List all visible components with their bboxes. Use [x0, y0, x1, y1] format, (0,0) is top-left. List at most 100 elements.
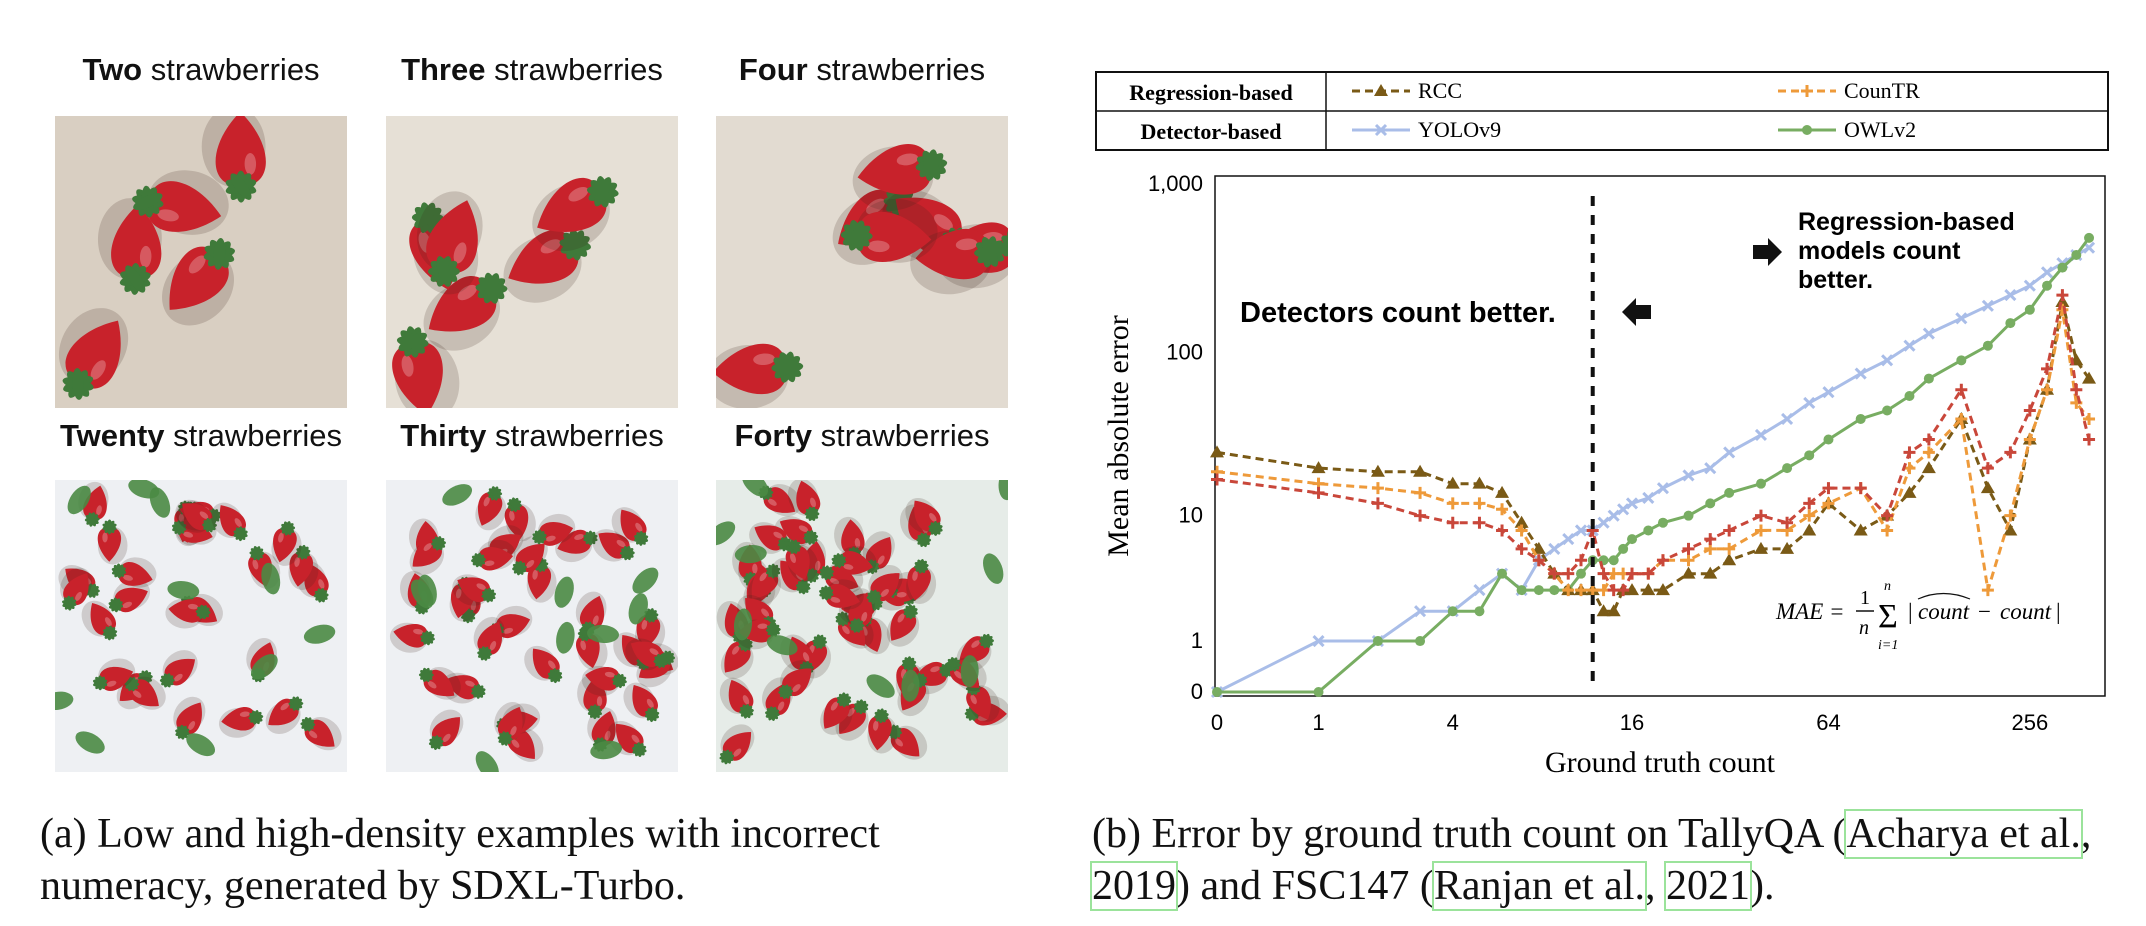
y-tick-label: 100 [1166, 340, 1203, 365]
svg-text:count: count [1918, 599, 1970, 624]
data-point [1586, 584, 1599, 597]
data-point [2057, 262, 2068, 273]
strawberry-image-4 [386, 480, 678, 772]
data-point [1904, 391, 1915, 402]
data-point [1921, 461, 1936, 474]
data-point [1642, 567, 1655, 580]
series-line [1216, 309, 2091, 592]
data-point [1682, 554, 1695, 567]
caption-text: ). [1749, 863, 1775, 909]
data-point [2041, 362, 2054, 375]
data-point [1754, 509, 1767, 522]
data-point [1881, 524, 1894, 537]
data-point [1618, 543, 1629, 554]
data-point [1606, 604, 1621, 617]
data-point [1922, 433, 1935, 446]
data-point [1371, 497, 1384, 510]
svg-text:n: n [1884, 579, 1891, 594]
legend-series-name: YOLOv9 [1418, 117, 1501, 142]
data-point [2004, 446, 2017, 459]
data-point [1473, 516, 1486, 529]
caption-text: (b) Error by ground truth count on Tally… [1092, 811, 1847, 857]
data-point [1562, 567, 1575, 580]
data-point [1474, 606, 1485, 617]
legend-series-name: CounTR [1844, 78, 1920, 103]
data-point [1803, 396, 1816, 409]
example-noun: strawberries [164, 418, 342, 453]
citation-link[interactable]: 2019 [1090, 861, 1178, 911]
data-point [1597, 516, 1610, 529]
legend-item: YOLOv9 [1352, 117, 1501, 142]
data-point [1370, 464, 1385, 477]
data-point [1532, 554, 1545, 567]
data-point [1642, 491, 1655, 505]
strawberry-image-0 [55, 116, 347, 408]
data-point [1853, 523, 1868, 536]
data-point [1495, 485, 1510, 498]
data-point [1212, 687, 1222, 697]
legend-item: CounTR [1778, 78, 1920, 103]
data-point [2041, 383, 2054, 396]
data-point [1643, 525, 1654, 536]
x-tick-label: 4 [1447, 710, 1459, 735]
data-point [1981, 584, 1994, 597]
legend-item: OWLv2 [1778, 117, 1916, 142]
data-point [1574, 524, 1588, 537]
data-point [2042, 280, 2053, 291]
data-point [1627, 534, 1638, 545]
data-point [1855, 413, 1866, 424]
data-point [1596, 604, 1611, 617]
data-point [1781, 412, 1794, 426]
right-annotation-line-2: models count [1798, 237, 1961, 265]
data-point [1497, 568, 1508, 579]
citation-link[interactable]: 2021 [1663, 861, 1752, 911]
example-count-word: Three [401, 52, 486, 87]
strawberry-image-3 [55, 480, 347, 772]
data-point [1312, 634, 1325, 648]
svg-text:count: count [2000, 599, 2052, 624]
example-title-2: Four strawberries [696, 52, 1028, 88]
data-point [1607, 509, 1620, 522]
data-point [1608, 555, 1619, 566]
data-point [1473, 584, 1486, 597]
example-title-1: Three strawberries [366, 52, 698, 88]
data-point [1782, 463, 1793, 474]
data-point [2083, 433, 2096, 446]
svg-text:1: 1 [1860, 587, 1870, 609]
caption-text: , [1644, 863, 1666, 909]
data-point [1562, 584, 1575, 597]
example-title-3: Twenty strawberries [35, 418, 367, 454]
data-point [1211, 473, 1223, 486]
x-tick-label: 256 [2011, 710, 2048, 735]
data-point [1447, 606, 1458, 617]
data-point [1414, 486, 1427, 499]
data-point [1413, 464, 1428, 477]
citation-link[interactable]: Acharya et al. [1844, 809, 2083, 859]
strawberry-image-5 [716, 480, 1008, 772]
data-point [1754, 428, 1768, 441]
legend-regression-label: Regression-based [1129, 80, 1292, 105]
svg-text:−: − [1978, 599, 1991, 624]
data-point [1414, 605, 1427, 618]
example-count-word: Four [738, 52, 808, 87]
x-tick-label: 16 [1620, 710, 1644, 735]
x-axis-label: Ground truth count [1545, 746, 1776, 779]
data-point [1656, 482, 1670, 495]
data-point [1311, 461, 1326, 474]
data-point [1881, 509, 1894, 522]
data-point [1516, 585, 1527, 596]
data-point [1981, 299, 1994, 312]
right-annotation-line-1: Regression-based [1798, 208, 2015, 236]
data-point [1681, 566, 1696, 579]
legend-series-name: OWLv2 [1844, 117, 1916, 142]
example-count-word: Thirty [400, 418, 487, 453]
data-point [1955, 412, 1968, 425]
data-point [1626, 567, 1639, 580]
mae-line-chart: Regression-based Detector-based RCC CounT… [1095, 71, 2109, 779]
example-title-5: Forty strawberries [696, 418, 1028, 454]
data-point [1515, 542, 1528, 555]
data-point [1312, 486, 1325, 499]
data-point [2082, 371, 2097, 384]
data-point [1575, 568, 1586, 579]
citation-link[interactable]: Ranjan et al. [1431, 861, 1647, 911]
